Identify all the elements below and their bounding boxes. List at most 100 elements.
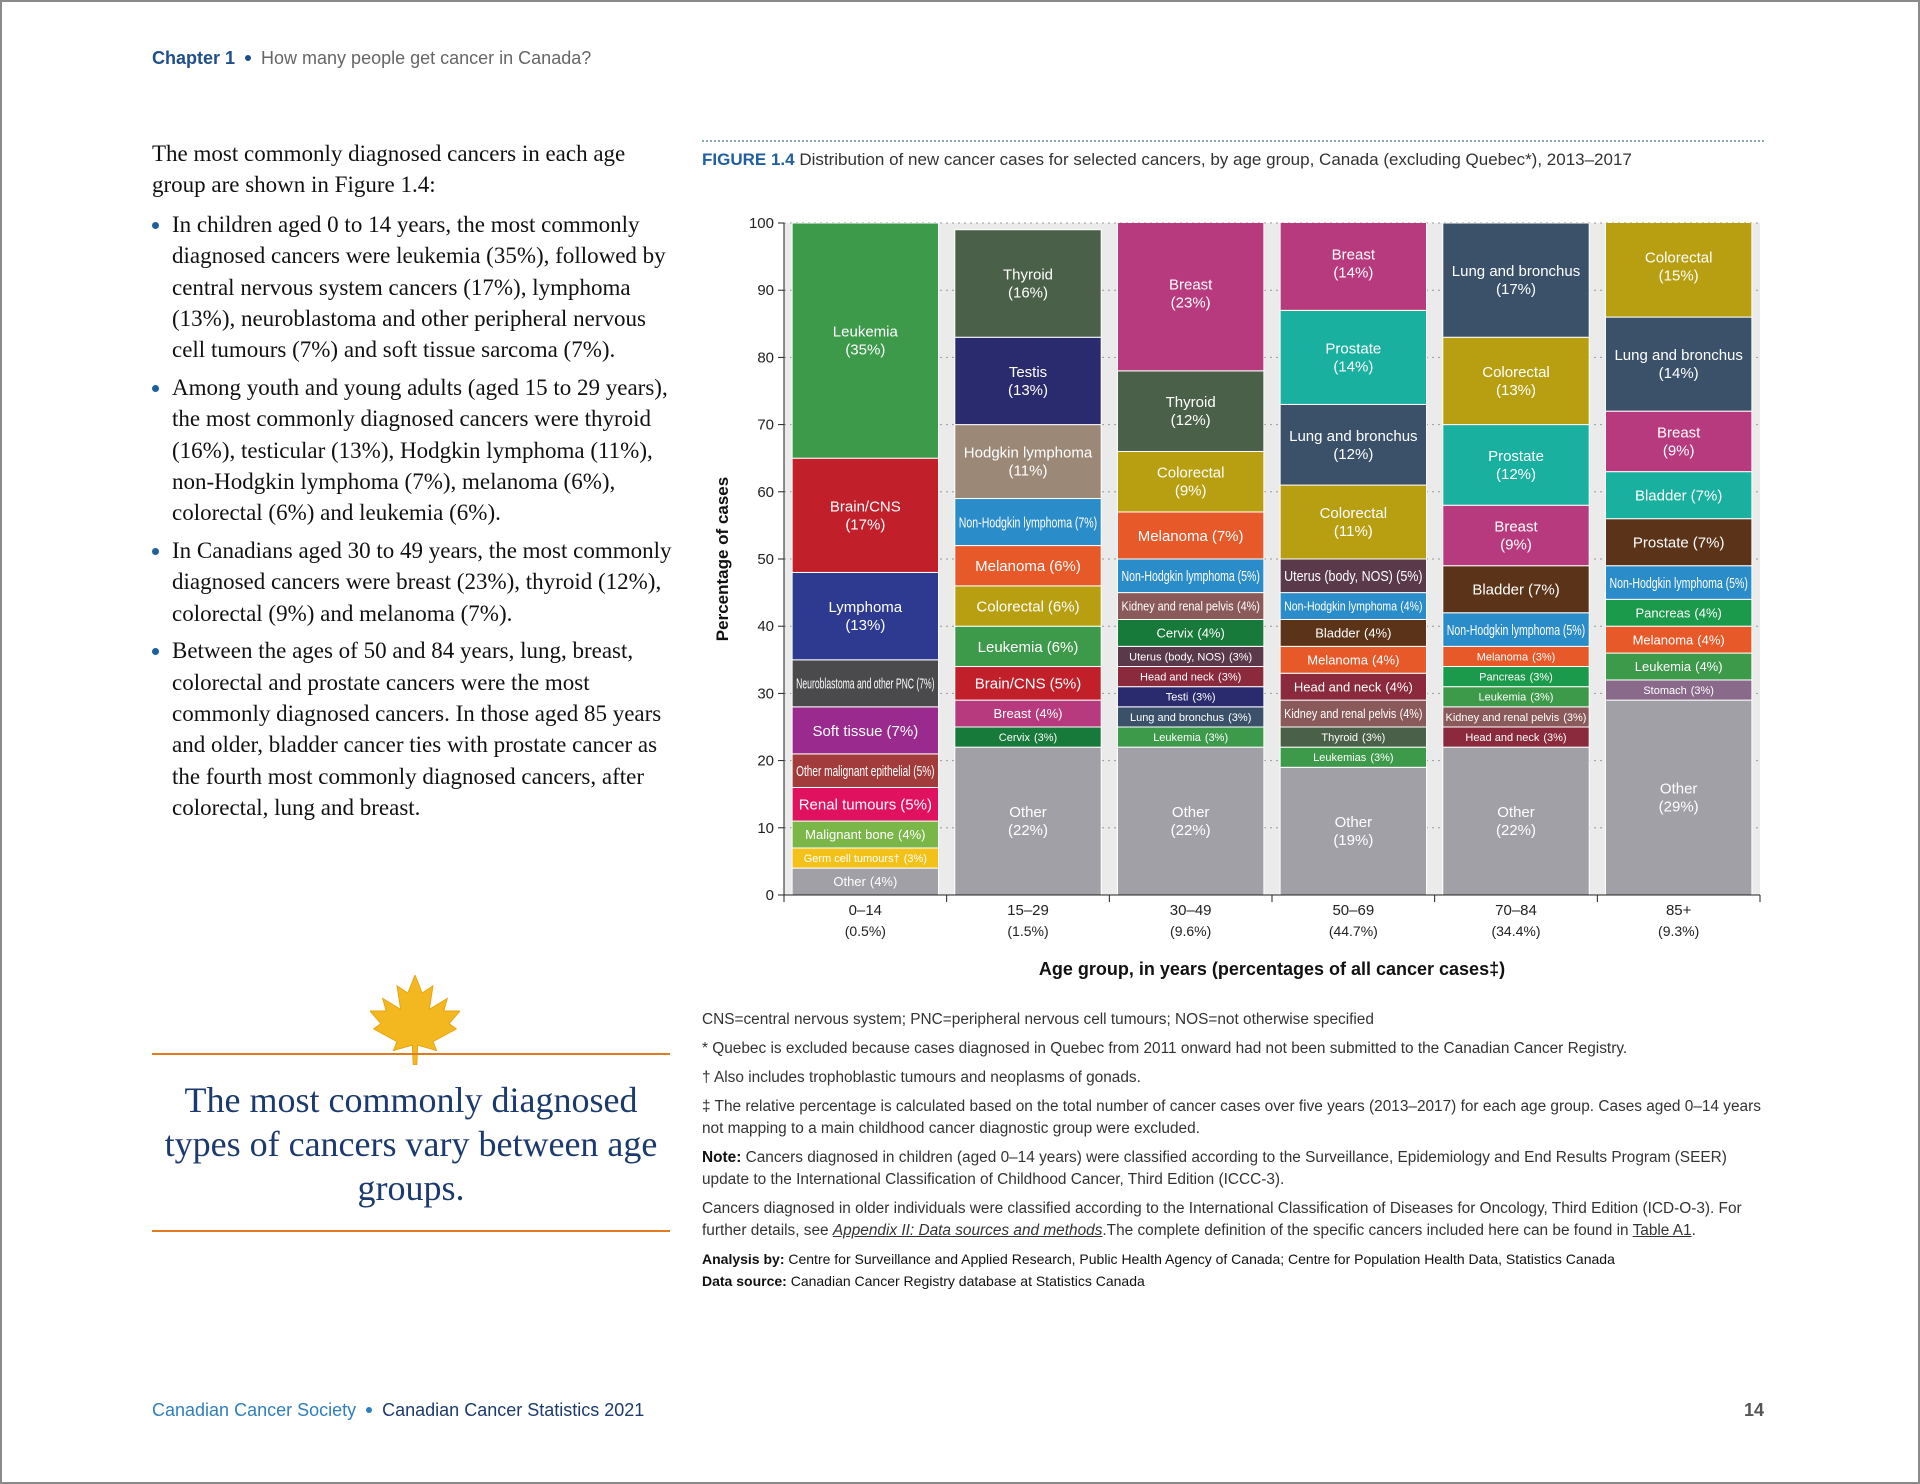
segment-name: Non-Hodgkin lymphoma	[1609, 575, 1723, 592]
segment-label: Leukemias (3%)	[1313, 752, 1393, 764]
notes: CNS=central nervous system; PNC=peripher…	[702, 1009, 1764, 1293]
bar-segment	[1604, 598, 1753, 627]
footer-org: Canadian Cancer Society	[152, 1400, 357, 1420]
bar-segment	[954, 229, 1102, 338]
bar-segment	[954, 545, 1102, 587]
bar-segment	[791, 820, 940, 849]
segment-name: Colorectal	[1320, 505, 1388, 522]
link[interactable]: Table A1	[1632, 1222, 1692, 1239]
bar-segment	[1442, 424, 1590, 506]
x-tick-label: 0–14	[849, 902, 882, 919]
segment-label: Melanoma (6%)	[975, 558, 1081, 575]
bar-segment	[1116, 450, 1265, 513]
segment-name: Head and neck	[1294, 679, 1382, 694]
segment-name: Other	[1335, 814, 1373, 831]
segment-label: Testi (3%)	[1166, 692, 1216, 704]
segment-name: Leukemia	[1635, 659, 1692, 674]
segment-value-label: (3%)	[1563, 712, 1586, 724]
link[interactable]: Appendix II: Data sources and methods	[832, 1222, 1103, 1239]
segment-name: Pancreas	[1479, 672, 1526, 684]
segment-label: Soft tissue (7%)	[812, 723, 918, 740]
segment-name: Melanoma	[975, 558, 1046, 575]
segment-label: Lung and bronchus (17%)	[1452, 263, 1580, 298]
segment-name: Other	[1660, 781, 1698, 798]
segment-name: Breast	[1169, 277, 1213, 294]
bar-segment	[1279, 699, 1428, 728]
segment-value-label: (3%)	[1362, 732, 1385, 744]
note: Data source: Canadian Cancer Registry da…	[702, 1271, 1764, 1291]
x-tick-label: 15–29	[1007, 902, 1049, 919]
x-tick-label: 50–69	[1332, 902, 1374, 919]
segment-name: Non-Hodgkin lymphoma	[959, 514, 1073, 531]
callout-rule	[152, 1230, 670, 1232]
segment-name: Brain/CNS	[975, 676, 1046, 693]
segment-label: Pancreas (3%)	[1479, 672, 1553, 684]
segment-value-label: (12%)	[1171, 412, 1211, 429]
x-tick-label: 70–84	[1495, 902, 1537, 919]
segment-label: Brain/CNS (17%)	[830, 498, 901, 533]
bar-segment	[791, 223, 940, 459]
segment-value-label: (3%)	[1530, 672, 1553, 684]
segment-label: Breast (4%)	[993, 706, 1062, 721]
segment-name: Other malignant epithelial	[796, 763, 910, 780]
bar-segment	[954, 746, 1102, 895]
segment-label: Non-Hodgkin lymphoma(5%)	[1609, 575, 1747, 592]
segment-label: Bladder (7%)	[1635, 488, 1722, 505]
bullet: In children aged 0 to 14 years, the most…	[172, 209, 682, 366]
segment-label: Other (22%)	[1008, 804, 1048, 839]
bar-segment	[954, 666, 1102, 701]
chart: 0 10 20 30 40 50 60 70 80 90 100 Other (4%) Germ cell…	[713, 215, 1761, 979]
bar-segment	[1279, 558, 1428, 594]
segment-name: Colorectal	[1482, 364, 1550, 381]
segment-name: Leukemia	[1479, 692, 1528, 704]
segment-label: Prostate (7%)	[1633, 535, 1725, 552]
segment-label: Pancreas (4%)	[1635, 605, 1721, 620]
segment-value-label: (13%)	[1496, 382, 1536, 399]
bar-segment	[1116, 558, 1265, 594]
x-tick-label: 30–49	[1170, 902, 1212, 919]
segment-value-label: (3%)	[1691, 685, 1714, 697]
callout: The most commonly diagnosed types of can…	[164, 1080, 658, 1208]
segment-label: Non-Hodgkin lymphoma(5%)	[1121, 568, 1259, 585]
segment-value-label: (7%)	[887, 723, 919, 740]
segment-label: Leukemia (35%)	[833, 324, 899, 359]
bar-segment	[1116, 746, 1265, 895]
x-tick-label: 85+	[1666, 902, 1692, 919]
bar-segment	[1116, 511, 1265, 560]
segment-name: Renal tumours	[799, 797, 897, 814]
segment-name: Stomach	[1643, 685, 1686, 697]
segment-label: Brain/CNS (5%)	[975, 676, 1082, 693]
body-text: The most commonly diagnosed cancers in e…	[152, 138, 682, 830]
x-tick-sublabel: (34.4%)	[1491, 923, 1540, 939]
bar-segment	[1279, 223, 1428, 311]
segment-value-label: (3%)	[1530, 692, 1553, 704]
segment-label: Testis (13%)	[1008, 364, 1048, 399]
segment-name: Other	[1497, 804, 1535, 821]
bar-segment	[1604, 565, 1753, 600]
y-tick-label: 30	[757, 685, 774, 702]
segment-label: Renal tumours (5%)	[799, 797, 932, 814]
bar-segment	[1442, 223, 1590, 338]
segment-value-label: (14%)	[1659, 365, 1699, 382]
segment-label: Non-Hodgkin lymphoma(5%)	[1447, 622, 1585, 639]
x-axis-title: Age group, in years (percentages of all …	[1039, 959, 1505, 979]
segment-value-label: (5%)	[1563, 622, 1585, 639]
bar-segment	[791, 457, 940, 573]
segment-name: Pancreas	[1635, 605, 1690, 620]
bar-segment	[1279, 672, 1428, 701]
segment-labels: Other (4%) Germ cell tumours† (3%) Malignant…	[796, 246, 1748, 889]
segment-value-label: (4%)	[1364, 626, 1391, 641]
segment-value-label: (12%)	[1333, 446, 1373, 463]
bar-segment	[1442, 336, 1590, 426]
segment-value-label: (5%)	[900, 797, 932, 814]
segment-value-label: (4%)	[870, 874, 897, 889]
segment-name: Prostate	[1633, 535, 1689, 552]
segment-name: Prostate	[1488, 448, 1544, 465]
segment-label: Head and neck (3%)	[1465, 732, 1566, 744]
segment-name: Soft tissue	[812, 723, 882, 740]
bullet: Between the ages of 50 and 84 years, lun…	[172, 635, 682, 823]
bar-segment	[1116, 370, 1265, 452]
note: ‡ The relative percentage is calculated …	[702, 1096, 1764, 1140]
segment-label: Uterus (body, NOS)(5%)	[1284, 568, 1422, 585]
bar-segment	[1116, 686, 1265, 708]
